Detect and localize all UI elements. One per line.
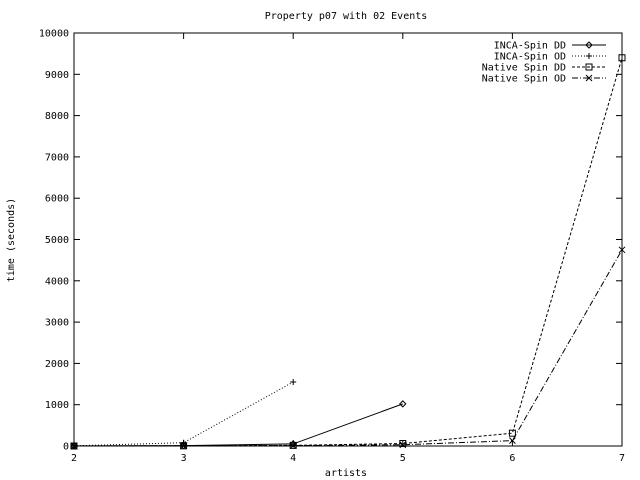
y-tick-label: 6000 <box>45 194 69 205</box>
data-point <box>399 400 407 408</box>
y-tick-label: 10000 <box>39 29 69 40</box>
x-axis-ticks: 2 3 4 5 6 7 <box>71 33 625 464</box>
y-axis-label: time (seconds) <box>6 198 17 282</box>
series-line-native-spin-od <box>73 249 623 447</box>
x-tick-label: 2 <box>71 453 77 464</box>
data-point <box>618 54 626 62</box>
x-axis-label: artists <box>325 468 367 479</box>
data-point <box>289 442 297 449</box>
data-point <box>399 441 407 449</box>
data-point <box>180 442 187 450</box>
x-tick-label: 6 <box>509 453 515 464</box>
series-layer <box>70 54 626 450</box>
y-tick-label: 0 <box>63 442 69 453</box>
legend-label: Native Spin DD <box>482 63 566 74</box>
y-tick-label: 1000 <box>45 400 69 411</box>
y-axis-ticks: 0 1000 2000 3000 4000 5000 6000 7000 8000 9000 100… <box>39 29 622 453</box>
legend-label: INCA-Spin DD <box>494 41 566 52</box>
data-point <box>509 437 516 444</box>
x-tick-label: 3 <box>181 453 187 464</box>
legend-label: Native Spin OD <box>482 74 566 85</box>
data-point <box>508 429 516 437</box>
y-tick-label: 5000 <box>45 235 69 246</box>
x-tick-label: 5 <box>400 453 406 464</box>
chart-title: Property p07 with 02 Events <box>265 11 428 22</box>
legend-marker <box>585 74 593 82</box>
y-tick-label: 8000 <box>45 111 69 122</box>
series-line-inca-spin-od <box>73 381 294 447</box>
series-inca-spin-dd <box>70 400 407 450</box>
legend-marker <box>586 53 592 59</box>
plot-frame <box>73 32 623 447</box>
series-line-native-spin-dd <box>73 57 623 447</box>
legend-marker <box>585 63 593 71</box>
series-inca-spin-od <box>71 378 297 449</box>
y-tick-label: 7000 <box>45 152 69 163</box>
data-point <box>618 246 626 254</box>
legend-marker <box>585 41 593 49</box>
y-tick-label: 9000 <box>45 70 69 81</box>
y-tick-label: 3000 <box>45 318 69 329</box>
x-tick-label: 4 <box>290 453 296 464</box>
data-point <box>290 378 297 385</box>
y-tick-label: 2000 <box>45 359 69 370</box>
x-tick-label: 7 <box>619 453 625 464</box>
series-line-inca-spin-dd <box>73 403 403 447</box>
series-native-spin-od <box>70 246 626 450</box>
data-point <box>399 440 407 448</box>
data-point <box>70 442 78 450</box>
legend-label: INCA-Spin OD <box>494 52 566 63</box>
y-tick-label: 4000 <box>45 276 69 287</box>
